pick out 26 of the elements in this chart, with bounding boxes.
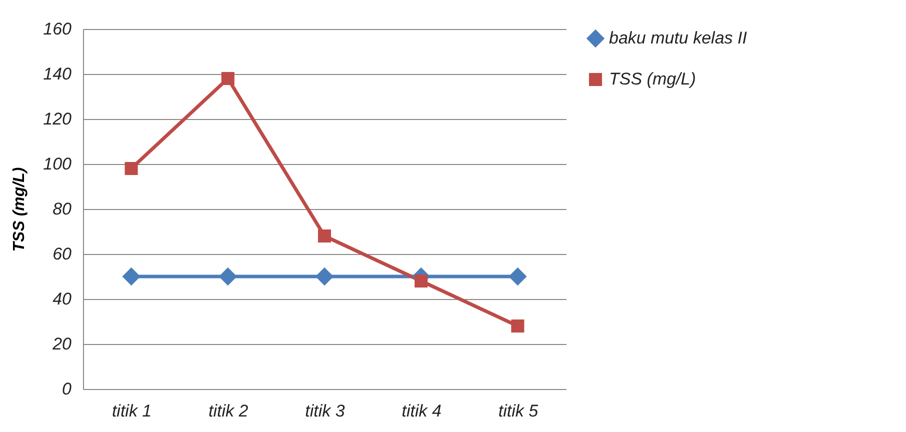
legend-label: baku mutu kelas II (609, 28, 748, 48)
point (414, 274, 428, 288)
x-tick-label: titik 2 (208, 402, 249, 420)
y-tick-label: 60 (52, 244, 72, 264)
y-tick-label: 140 (43, 64, 72, 84)
point (315, 267, 334, 286)
point (508, 267, 527, 286)
y-tick-label: 20 (52, 334, 72, 354)
y-tick-label: 0 (62, 380, 72, 398)
point (218, 267, 237, 286)
x-tick-label: titik 1 (112, 402, 152, 420)
x-tick-label: titik 5 (498, 402, 539, 420)
legend-label: TSS (mg/L) (609, 70, 696, 88)
y-tick-label: 160 (43, 20, 72, 38)
y-tick-label: 80 (52, 200, 72, 218)
point (318, 229, 332, 243)
y-axis-title: TSS (mg/L) (11, 167, 28, 252)
y-tick-label: 120 (43, 110, 72, 128)
x-tick-label: titik 3 (305, 402, 346, 420)
y-tick-label: 40 (52, 290, 72, 308)
point (511, 319, 524, 333)
point (122, 267, 140, 286)
x-tick-label: titik 4 (402, 402, 442, 420)
point (221, 72, 234, 86)
point (124, 162, 138, 176)
y-tick-label: 100 (43, 154, 72, 174)
